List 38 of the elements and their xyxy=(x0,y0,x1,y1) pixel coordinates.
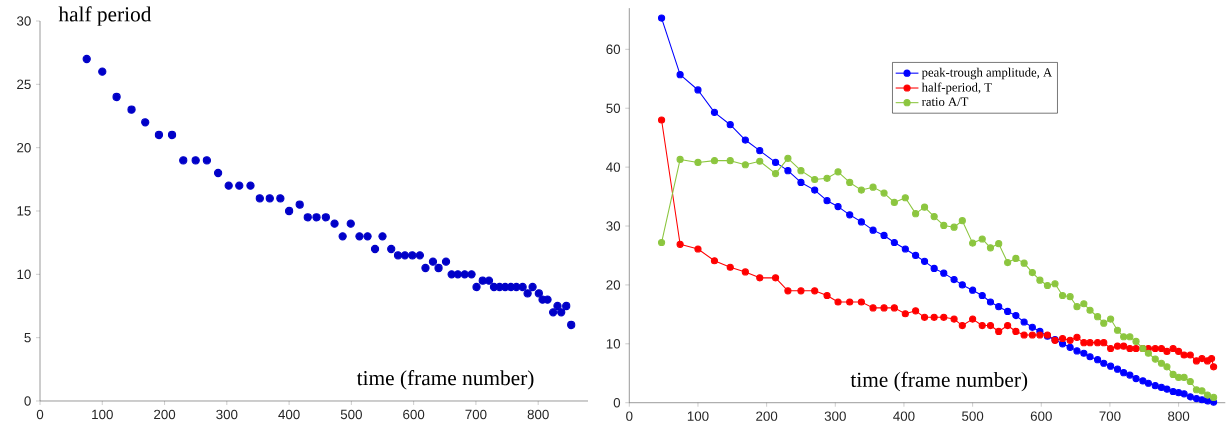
x-axis-title: time (frame number) xyxy=(356,370,534,390)
x-tick-label: 300 xyxy=(824,411,846,421)
x-tick-label: 400 xyxy=(278,409,300,420)
y-tick-label: 25 xyxy=(17,79,31,90)
x-tick-label: 200 xyxy=(154,409,176,420)
chart-title: half period xyxy=(58,6,152,26)
x-tick-label: 800 xyxy=(527,409,549,420)
x-tick-label: 400 xyxy=(893,411,915,421)
y-tick-label: 20 xyxy=(17,142,31,153)
x-tick-label: 700 xyxy=(1099,411,1121,421)
y-tick-label: 0 xyxy=(613,397,621,408)
x-tick-label: 200 xyxy=(756,411,778,421)
y-tick-label: 40 xyxy=(606,162,621,172)
x-tick-label: 0 xyxy=(36,409,44,420)
x-tick-label: 600 xyxy=(1030,411,1052,421)
y-tick-label: 10 xyxy=(606,339,621,349)
y-tick-label: 60 xyxy=(606,44,621,55)
y-tick-label: 30 xyxy=(16,16,31,26)
x-tick-label: 0 xyxy=(626,411,633,421)
x-tick-label: 700 xyxy=(465,409,487,420)
legend-label: peak-trough amplitude, A xyxy=(921,67,1053,80)
x-tick-label: 100 xyxy=(92,409,113,420)
x-tick-label: 600 xyxy=(403,409,425,420)
y-tick-label: 50 xyxy=(606,103,621,113)
y-tick-label: 5 xyxy=(24,333,31,343)
legend-label: half-period, T xyxy=(921,82,992,95)
legend-label: ratio A/T xyxy=(921,97,969,106)
x-axis-title: time (frame number) xyxy=(850,371,1028,392)
x-tick-label: 100 xyxy=(687,411,709,421)
y-tick-label: 20 xyxy=(606,280,621,290)
y-tick-label: 10 xyxy=(17,269,31,280)
y-tick-label: 30 xyxy=(606,221,621,231)
y-tick-label: 15 xyxy=(17,206,31,216)
x-tick-label: 800 xyxy=(1168,411,1190,421)
x-tick-label: 500 xyxy=(962,411,984,421)
y-tick-label: 0 xyxy=(24,396,31,406)
x-tick-label: 300 xyxy=(216,409,238,420)
x-tick-label: 500 xyxy=(340,409,362,420)
